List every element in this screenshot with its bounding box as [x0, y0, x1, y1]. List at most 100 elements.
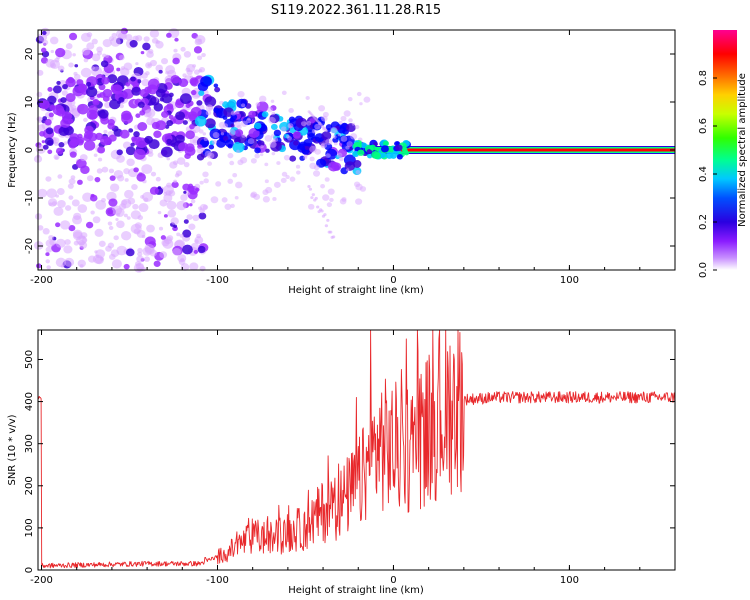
spectrogram-cell [204, 118, 216, 129]
spectrogram-cell [189, 77, 199, 86]
spectrogram-cell [139, 110, 146, 116]
spectrogram-cell [241, 134, 246, 138]
spectrogram-cell [285, 175, 290, 180]
spectrogram-cell [135, 62, 139, 66]
spectrogram-cell [196, 147, 204, 154]
spectrogram-cell [296, 170, 301, 175]
spectrogram-cell [320, 183, 326, 189]
spectrogram-cell [199, 180, 204, 185]
spectrogram-cell [183, 190, 187, 194]
spectrogram-cell [125, 248, 135, 257]
spectrogram-cell [125, 146, 136, 156]
spectrogram-cell [161, 239, 170, 247]
spectrogram-cell [107, 208, 114, 215]
spectrogram-cell [170, 75, 180, 84]
spectrogram-cell [107, 221, 113, 226]
spectrogram-cell [257, 140, 265, 147]
spectrogram-cell [193, 249, 199, 254]
spectrogram-cell [140, 72, 148, 79]
spectrogram-cell [98, 240, 106, 247]
carrier-band-core [384, 148, 675, 152]
spectrogram-cell [322, 111, 329, 118]
spectrogram-cell [174, 173, 180, 178]
spectrogram-cell [137, 247, 143, 253]
spectrogram-cell [380, 152, 386, 159]
spectrogram-cell [157, 211, 162, 215]
spectrogram-cell [125, 33, 133, 41]
colorbar-ticks: 0.0 0.2 0.4 0.6 0.8 [698, 70, 717, 278]
spectrogram-cell [271, 111, 276, 116]
spectrogram-cell [280, 126, 287, 132]
spectrogram-cell [192, 64, 197, 68]
spectrogram-cell [126, 158, 135, 167]
spectrogram-cell [262, 196, 270, 203]
spectrogram-cell [352, 150, 360, 158]
spectrogram-cell [132, 81, 140, 88]
spectrogram-cell [123, 263, 130, 270]
spectrogram-cell [115, 217, 119, 222]
spectrogram-cell [166, 200, 177, 210]
spectrogram-cell [338, 157, 344, 162]
y-tick-label: 500 [24, 350, 35, 369]
y-tick-label: 0 [24, 567, 35, 573]
spectrogram-cell [330, 126, 338, 134]
spectrogram-cell [395, 144, 403, 152]
spectrogram-cell [289, 155, 297, 162]
spectrogram-cell [318, 105, 326, 112]
spectrogram-cell [340, 135, 348, 142]
spectrogram-cell [194, 183, 201, 190]
spectrogram-cell [81, 47, 91, 56]
figure-title: S119.2022.361.11.28.R15 [271, 3, 441, 18]
spectrogram-cell [198, 129, 204, 134]
spectrogram-cell [176, 157, 186, 165]
spectrogram-cell [228, 99, 237, 107]
spectrogram-cell [283, 154, 291, 161]
spectrogram-cell [149, 29, 160, 38]
spectrogram-cell [131, 86, 142, 96]
spectrogram-cell [194, 38, 203, 46]
spectrogram-cell [236, 124, 242, 130]
spectrogram-cell [161, 57, 169, 65]
spectrogram-cell [68, 195, 74, 200]
spectrogram-cell [173, 179, 178, 184]
spectrogram-cell [35, 263, 42, 269]
spectrogram-cell [175, 111, 186, 121]
spectrogram-cell [325, 138, 333, 146]
spectrogram-cell [179, 234, 184, 238]
spectrogram-cell [58, 142, 65, 148]
spectrogram-cell [83, 117, 88, 123]
spectrogram-cell [85, 86, 98, 98]
spectrogram-cell [95, 249, 106, 259]
spectrogram-cell [65, 43, 73, 50]
spectrogram-cell [86, 175, 94, 182]
spectrogram-cell [144, 135, 153, 144]
spectrogram-cell [42, 228, 50, 235]
spectrogram-cell [55, 47, 66, 58]
spectrogram-cell [58, 126, 70, 136]
spectrogram-cell [182, 244, 193, 255]
spectrogram-cell [273, 129, 282, 137]
spectrogram-cell [166, 157, 171, 161]
spectrogram-cell [343, 110, 351, 117]
colorbar-tick-label: 0.4 [698, 166, 709, 182]
spectrogram-cell [50, 49, 55, 54]
spectrogram-cell [147, 78, 160, 90]
spectrogram-cell [123, 213, 128, 218]
spectrogram-cell [48, 235, 54, 241]
spectrogram-cell [189, 124, 195, 130]
spectrogram-cell [163, 214, 168, 218]
spectrogram-cell [232, 172, 238, 178]
spectrogram-cell [183, 161, 190, 168]
spectrogram-cell [121, 199, 128, 206]
spectrogram-cell [171, 181, 179, 189]
spectrogram-cell [48, 112, 54, 118]
spectrogram-cell [44, 137, 54, 146]
spectrogram-cell [340, 115, 347, 122]
spectrogram-cell [202, 171, 209, 178]
spectrogram-cell [190, 89, 197, 96]
spectrogram-cell [45, 246, 53, 253]
spectrogram-cell [325, 129, 329, 133]
spectrogram-cell [96, 93, 102, 98]
spectrogram-cell [221, 197, 228, 203]
